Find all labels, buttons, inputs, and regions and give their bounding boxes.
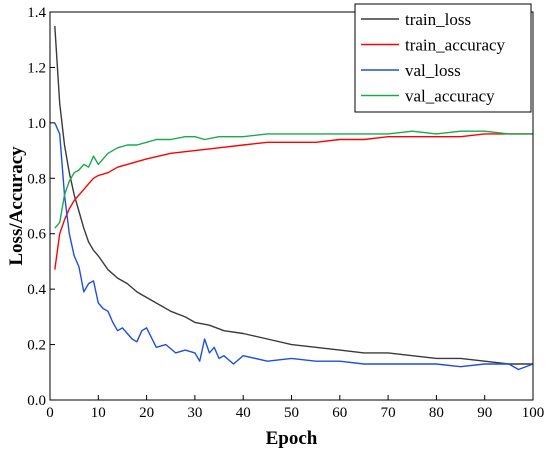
legend-label-val_accuracy: val_accuracy (405, 87, 495, 106)
x-tick-label: 40 (236, 405, 251, 421)
x-tick-label: 100 (522, 405, 545, 421)
series-line-val_accuracy (54, 130, 533, 229)
legend-label-train_accuracy: train_accuracy (405, 36, 506, 55)
legend-label-train_loss: train_loss (405, 10, 471, 29)
x-tick-label: 80 (429, 405, 444, 421)
axes: 0 10 20 30 40 50 60 70 80 90 100 0.0 0.2 0.4 0.6 0.8 1.0… (27, 5, 544, 421)
x-tick-label: 70 (381, 405, 396, 421)
legend-label-val_loss: val_loss (405, 61, 461, 80)
y-axis-title: Loss/Accuracy (6, 146, 27, 266)
y-tick-label: 1.2 (27, 60, 46, 76)
y-tick-label: 1.0 (27, 116, 46, 132)
series-line-train_accuracy (54, 133, 533, 270)
y-tick-label: 1.4 (27, 5, 46, 21)
x-tick-label: 20 (139, 405, 154, 421)
legend-box (354, 3, 532, 113)
x-tick-label: 0 (46, 405, 54, 421)
x-tick-label: 60 (332, 405, 347, 421)
x-tick-label: 90 (477, 405, 492, 421)
plot-area (54, 25, 534, 371)
x-tick-label: 50 (284, 405, 299, 421)
series-line-train_loss (54, 25, 533, 365)
x-axis-title: Epoch (266, 428, 318, 449)
x-tick-label: 30 (187, 405, 202, 421)
y-tick-label: 0.0 (27, 393, 46, 409)
legend: train_loss train_accuracy val_loss val_accu… (354, 3, 532, 113)
y-tick-label: 0.4 (27, 282, 46, 298)
y-tick-label: 0.6 (27, 227, 46, 243)
y-tick-label: 0.8 (27, 171, 46, 187)
y-tick-label: 0.2 (27, 338, 46, 354)
series-line-val_loss (54, 122, 534, 371)
x-tick-label: 10 (91, 405, 106, 421)
